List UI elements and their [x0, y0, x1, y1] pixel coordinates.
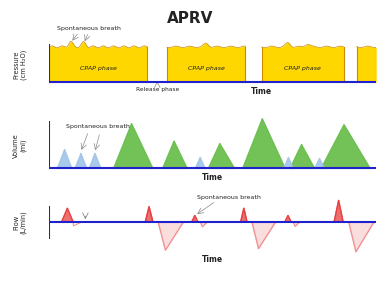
Text: CPAP phase: CPAP phase	[188, 66, 225, 71]
Text: APRV: APRV	[167, 11, 213, 27]
Polygon shape	[285, 215, 291, 222]
Polygon shape	[200, 222, 207, 227]
Text: Time: Time	[202, 255, 223, 264]
Text: CPAP phase: CPAP phase	[284, 66, 321, 71]
Polygon shape	[334, 200, 343, 222]
Text: Spontaneous breath: Spontaneous breath	[197, 195, 261, 200]
Text: Pressure
(cm H₂O): Pressure (cm H₂O)	[13, 49, 27, 80]
Text: Spontaneous breath: Spontaneous breath	[57, 26, 120, 30]
Text: CPAP phase: CPAP phase	[80, 66, 117, 71]
Text: Time: Time	[251, 87, 272, 96]
Polygon shape	[158, 222, 184, 250]
Text: Volume
(ml): Volume (ml)	[13, 133, 27, 158]
Polygon shape	[241, 208, 247, 222]
Polygon shape	[293, 222, 300, 227]
Polygon shape	[62, 208, 73, 222]
Text: Flow
(L/min): Flow (L/min)	[13, 210, 27, 234]
Polygon shape	[252, 222, 276, 249]
Polygon shape	[349, 222, 374, 252]
Text: Spontaneous breath: Spontaneous breath	[66, 124, 130, 129]
Text: Release phase: Release phase	[136, 87, 179, 92]
Text: Time: Time	[202, 173, 223, 182]
Polygon shape	[192, 215, 198, 222]
Polygon shape	[145, 207, 153, 222]
